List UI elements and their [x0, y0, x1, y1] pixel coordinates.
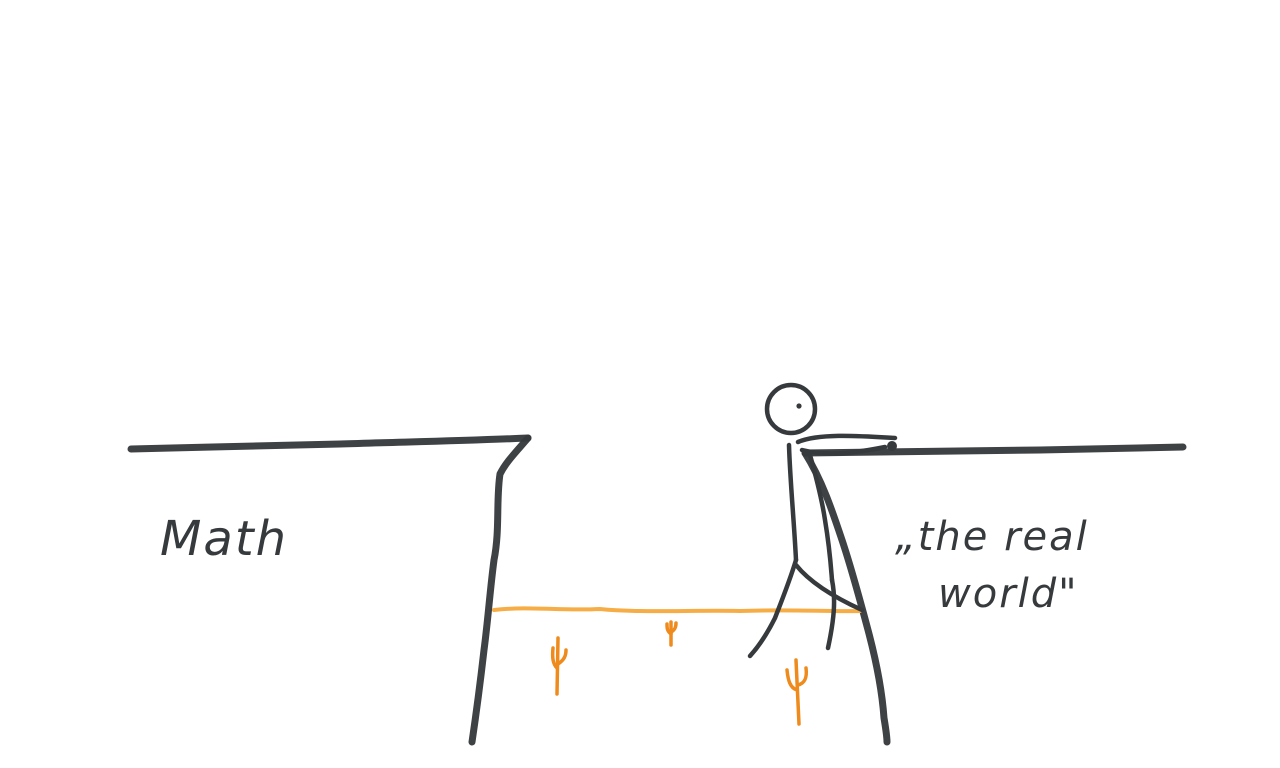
figure-leg-front-lower: [825, 577, 837, 651]
figure-leg-back: [747, 557, 799, 659]
label-real-world-line1: „the real: [895, 514, 1089, 560]
label-real-world-line2: world": [938, 571, 1079, 617]
figure-arm-lower: [799, 444, 888, 456]
desert-ground: [492, 606, 862, 614]
left-cliff-plateau: [127, 434, 532, 453]
cactus-right: [785, 658, 809, 726]
figure-hand: [887, 441, 897, 451]
figure-arm-upper: [795, 433, 898, 445]
cactus-small: [665, 620, 678, 647]
left-cliff-wall: [468, 434, 532, 746]
label-math: Math: [160, 511, 288, 567]
figure-body: [786, 442, 799, 563]
right-cliff-wall: [801, 449, 891, 746]
figure-head: [764, 382, 818, 436]
cactus-left: [550, 636, 568, 696]
figure-leg-front: [793, 562, 865, 613]
stick-figure: [747, 382, 898, 659]
figure-body-outline: [807, 452, 835, 583]
figure-eye: [796, 403, 802, 409]
